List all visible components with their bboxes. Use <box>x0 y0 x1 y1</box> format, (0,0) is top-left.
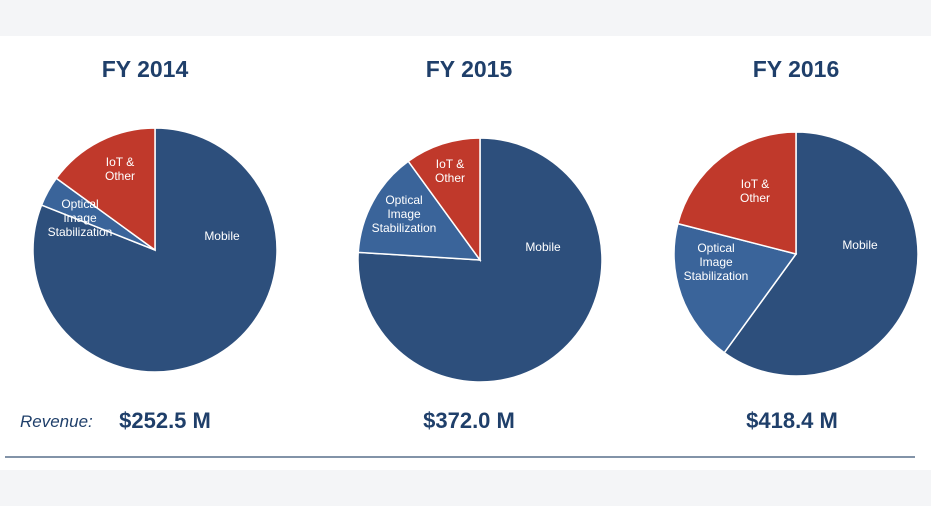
pie-slice-optical-image-stabilization-3 <box>673 222 798 354</box>
slice-label-iot-and-other-1: IoT & Other <box>105 155 135 183</box>
pie-slice-iot-and-other-3 <box>676 131 797 255</box>
slice-label-iot-and-other-2: IoT & Other <box>435 157 465 185</box>
slice-label-mobile-1: Mobile <box>204 229 240 243</box>
pie-slice-mobile-3 <box>723 131 919 377</box>
slice-label-optical-image-stabilization-1: Optical Image Stabilization <box>48 197 113 239</box>
divider-line <box>5 456 915 458</box>
pie-slice-optical-image-stabilization-2 <box>357 160 482 261</box>
pie-slice-iot-and-other-1 <box>55 127 156 252</box>
chart-title-fy2016: FY 2016 <box>752 56 840 82</box>
revenue-value-fy2015: $372.0 M <box>423 408 515 433</box>
slice-label-mobile-2: Mobile <box>525 240 561 254</box>
revenue-prefix: Revenue: <box>20 412 93 431</box>
revenue-value-fy2014: $252.5 M <box>119 408 211 433</box>
bottom-band <box>0 470 931 506</box>
chart-title-fy2015: FY 2015 <box>425 56 513 82</box>
top-band <box>0 0 931 36</box>
chart-title-fy2014: FY 2014 <box>101 56 189 82</box>
slice-label-mobile-3: Mobile <box>842 238 878 252</box>
slice-label-optical-image-stabilization-2: Optical Image Stabilization <box>372 193 437 235</box>
slice-label-iot-and-other-3: IoT & Other <box>740 177 770 205</box>
pie-slice-iot-and-other-2 <box>407 137 481 263</box>
slice-label-optical-image-stabilization-3: Optical Image Stabilization <box>684 241 749 283</box>
revenue-value-fy2016: $418.4 M <box>746 408 838 433</box>
